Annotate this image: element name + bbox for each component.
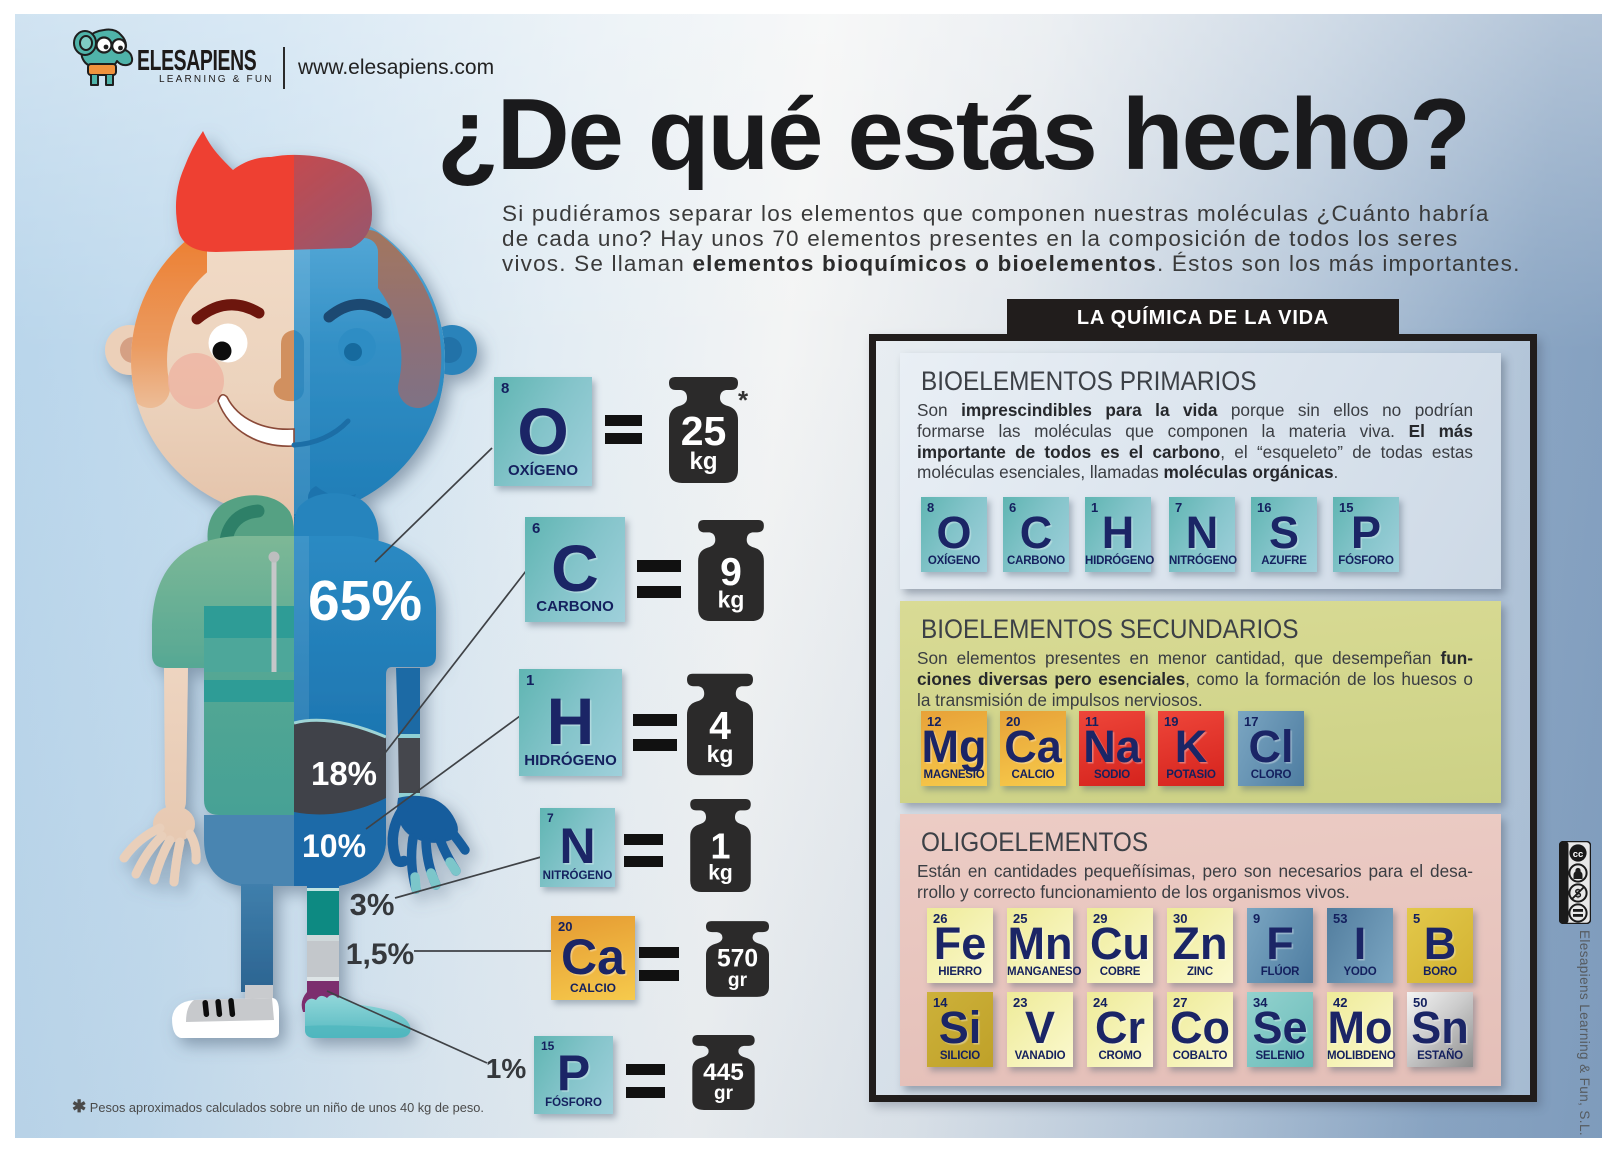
svg-text:cc: cc bbox=[1573, 849, 1584, 860]
svg-text:570: 570 bbox=[717, 946, 758, 973]
svg-text:gr: gr bbox=[728, 970, 748, 991]
svg-text:445: 445 bbox=[703, 1059, 744, 1086]
svg-text:kg: kg bbox=[707, 741, 734, 767]
svg-text:25: 25 bbox=[681, 408, 727, 454]
svg-text:gr: gr bbox=[714, 1083, 734, 1104]
svg-text:kg: kg bbox=[708, 862, 733, 885]
svg-text:1: 1 bbox=[710, 826, 730, 867]
svg-text:1%: 1% bbox=[486, 1053, 527, 1082]
svg-text:18%: 18% bbox=[311, 755, 377, 792]
svg-text:4: 4 bbox=[709, 705, 731, 748]
svg-text:10%: 10% bbox=[302, 828, 366, 864]
svg-text:3%: 3% bbox=[350, 887, 395, 922]
svg-text:9: 9 bbox=[720, 551, 742, 594]
svg-text:kg: kg bbox=[718, 587, 745, 613]
svg-text:65%: 65% bbox=[308, 569, 422, 633]
svg-text:1,5%: 1,5% bbox=[346, 938, 414, 971]
svg-text:kg: kg bbox=[689, 448, 717, 475]
